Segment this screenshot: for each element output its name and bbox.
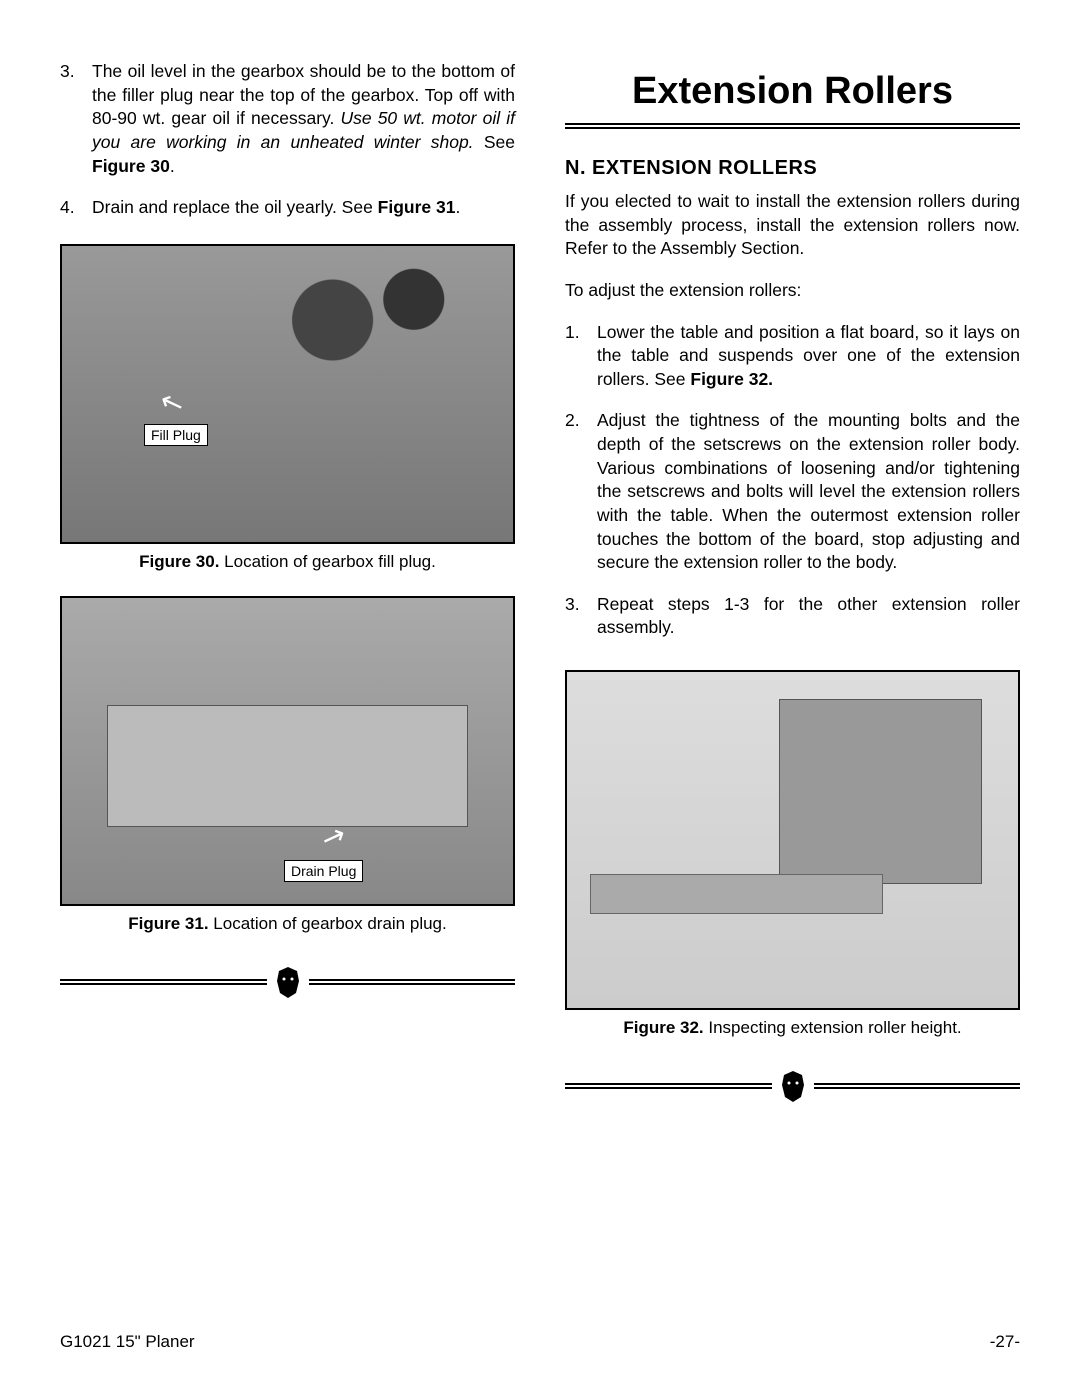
- list-number: 2.: [565, 409, 597, 574]
- figure-32: Figure 32. Inspecting extension roller h…: [565, 670, 1020, 1056]
- caption-text: Location of gearbox drain plug.: [209, 914, 447, 933]
- list-text: Repeat steps 1-3 for the other extension…: [597, 593, 1020, 640]
- callout-label: Fill Plug: [144, 424, 208, 446]
- figure-30: ↖ Fill Plug Figure 30. Location of gearb…: [60, 244, 515, 590]
- section-divider: [565, 1066, 1020, 1106]
- text: Lower the table and position a flat boar…: [597, 322, 1020, 389]
- machinery-illustration: [567, 672, 1018, 1008]
- caption-text: Inspecting extension roller height.: [704, 1018, 962, 1037]
- list-number: 3.: [565, 593, 597, 640]
- list-text: Lower the table and position a flat boar…: [597, 321, 1020, 392]
- figure-ref: Figure 31: [378, 197, 456, 217]
- caption-bold: Figure 32.: [623, 1018, 703, 1037]
- text: .: [455, 197, 460, 217]
- list-number: 4.: [60, 196, 92, 220]
- figure-ref: Figure 32.: [690, 369, 773, 389]
- divider-emblem: [267, 965, 309, 999]
- caption-text: Location of gearbox fill plug.: [219, 552, 435, 571]
- divider-emblem: [772, 1069, 814, 1103]
- list-item-2: 2. Adjust the tightness of the mounting …: [565, 409, 1020, 574]
- figure-ref: Figure 30: [92, 156, 170, 176]
- left-column: 3. The oil level in the gearbox should b…: [60, 60, 515, 1290]
- list-item-3: 3. The oil level in the gearbox should b…: [60, 60, 515, 178]
- list-number: 1.: [565, 321, 597, 392]
- caption-bold: Figure 31.: [128, 914, 208, 933]
- intro-paragraph: If you elected to wait to install the ex…: [565, 190, 1020, 261]
- list-item-1: 1. Lower the table and position a flat b…: [565, 321, 1020, 392]
- text: Adjust the tightness of the mounting bol…: [597, 410, 1020, 572]
- figure-30-caption: Figure 30. Location of gearbox fill plug…: [60, 552, 515, 572]
- callout-label: Drain Plug: [284, 860, 363, 882]
- subsection-heading: N. EXTENSION ROLLERS: [565, 157, 1020, 180]
- list-text: Drain and replace the oil yearly. See Fi…: [92, 196, 515, 220]
- machinery-illustration: [62, 598, 513, 904]
- section-title: Extension Rollers: [565, 70, 1020, 113]
- list-number: 3.: [60, 60, 92, 178]
- bear-icon: [273, 965, 303, 999]
- caption-bold: Figure 30.: [139, 552, 219, 571]
- page-footer: G1021 15" Planer -27-: [60, 1332, 1020, 1352]
- figure-31-image: ↗ Drain Plug: [60, 596, 515, 906]
- bear-icon: [778, 1069, 808, 1103]
- title-rule: [565, 123, 1020, 129]
- section-divider: [60, 962, 515, 1002]
- figure-32-caption: Figure 32. Inspecting extension roller h…: [565, 1018, 1020, 1038]
- page-body: 3. The oil level in the gearbox should b…: [60, 60, 1020, 1290]
- figure-31-caption: Figure 31. Location of gearbox drain plu…: [60, 914, 515, 934]
- lead-paragraph: To adjust the extension rollers:: [565, 279, 1020, 303]
- text: .: [170, 156, 175, 176]
- figure-30-image: ↖ Fill Plug: [60, 244, 515, 544]
- machinery-illustration: [62, 246, 513, 542]
- text: See: [474, 132, 515, 152]
- planer-table: [590, 874, 883, 914]
- text: Drain and replace the oil yearly. See: [92, 197, 378, 217]
- figure-31: ↗ Drain Plug Figure 31. Location of gear…: [60, 596, 515, 952]
- list-text: Adjust the tightness of the mounting bol…: [597, 409, 1020, 574]
- list-text: The oil level in the gearbox should be t…: [92, 60, 515, 178]
- text: Repeat steps 1-3 for the other extension…: [597, 594, 1020, 638]
- list-item-3r: 3. Repeat steps 1-3 for the other extens…: [565, 593, 1020, 640]
- planer-body: [779, 699, 982, 884]
- footer-left: G1021 15" Planer: [60, 1332, 195, 1352]
- figure-32-image: [565, 670, 1020, 1010]
- footer-right: -27-: [990, 1332, 1020, 1352]
- list-item-4: 4. Drain and replace the oil yearly. See…: [60, 196, 515, 220]
- right-column: Extension Rollers N. EXTENSION ROLLERS I…: [565, 60, 1020, 1290]
